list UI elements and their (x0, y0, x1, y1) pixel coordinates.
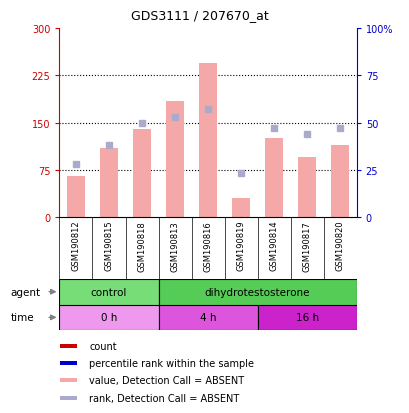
Bar (198, 64, 217, 217)
Bar (231, 198, 249, 217)
Bar (330, 145, 348, 217)
Text: value, Detection Call = ABSENT: value, Detection Call = ABSENT (89, 375, 244, 385)
Text: time: time (10, 313, 34, 323)
Text: GSM190814: GSM190814 (269, 221, 278, 271)
Bar (60, 396, 77, 400)
Bar (257, 305, 356, 330)
Text: 4 h: 4 h (199, 313, 216, 323)
Text: GSM190816: GSM190816 (203, 221, 212, 271)
Text: GSM190813: GSM190813 (170, 221, 179, 271)
Text: 0 h: 0 h (101, 313, 117, 323)
Text: GSM190818: GSM190818 (137, 221, 146, 271)
Text: dihydrotestosterone: dihydrotestosterone (204, 287, 310, 297)
Bar (166, 101, 184, 217)
Bar (158, 305, 257, 330)
Bar (60, 361, 77, 365)
Text: GSM190815: GSM190815 (104, 221, 113, 271)
Text: GSM190820: GSM190820 (335, 221, 344, 271)
Text: GSM190819: GSM190819 (236, 221, 245, 271)
Text: GSM190817: GSM190817 (302, 221, 311, 271)
Bar (60, 344, 77, 348)
Text: control: control (90, 287, 127, 297)
Bar (67, 176, 85, 217)
Text: rank, Detection Call = ABSENT: rank, Detection Call = ABSENT (89, 393, 239, 403)
Text: 16 h: 16 h (295, 313, 318, 323)
Bar (60, 378, 77, 382)
Bar (59, 279, 158, 305)
Text: GSM190812: GSM190812 (71, 221, 80, 271)
Text: count: count (89, 341, 117, 351)
Bar (264, 139, 283, 217)
Bar (297, 158, 315, 217)
Bar (158, 279, 356, 305)
Bar (133, 130, 151, 217)
Bar (59, 305, 158, 330)
Text: percentile rank within the sample: percentile rank within the sample (89, 358, 254, 368)
Text: GDS3111 / 207670_at: GDS3111 / 207670_at (131, 9, 268, 22)
Text: agent: agent (10, 287, 40, 297)
Bar (100, 148, 118, 217)
